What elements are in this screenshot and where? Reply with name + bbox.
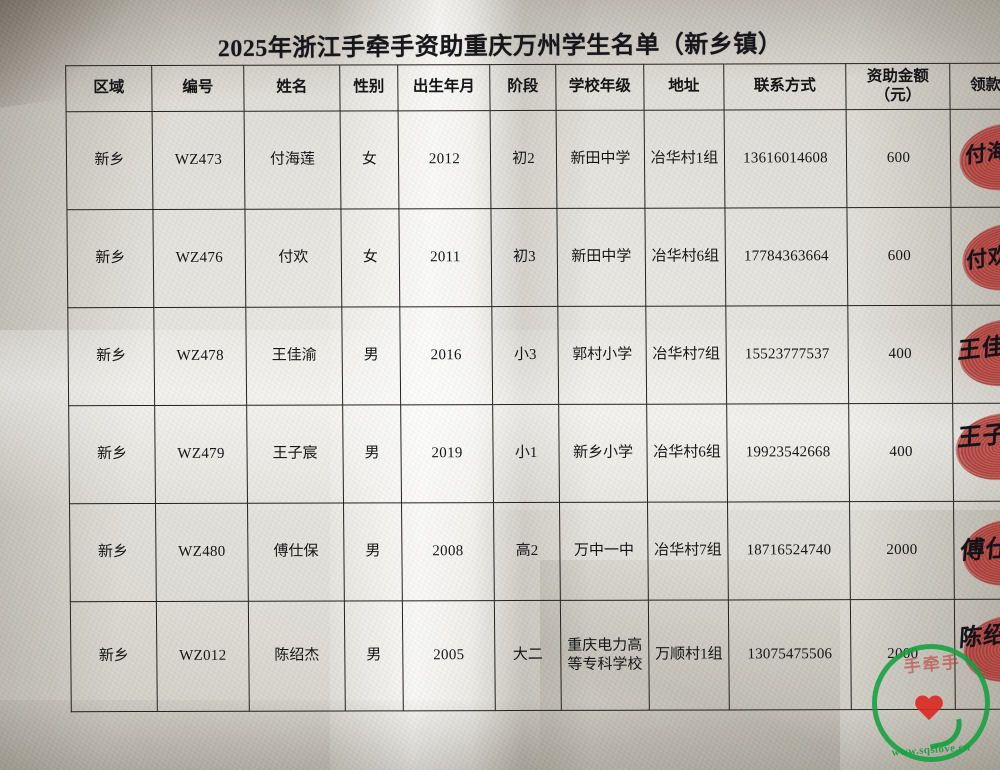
- table-row: 新乡 WZ478 王佳渝男 2016 小3 郭村小学 冶华村7组 15523777537 400…: [67, 305, 1000, 406]
- cell-amount: 600: [846, 109, 951, 208]
- cell-id: WZ479: [154, 405, 248, 504]
- cell-stage: 初2: [490, 110, 557, 209]
- cell-region: 新乡: [69, 503, 157, 602]
- column-header-amount: 资助金额 （元）: [845, 63, 951, 110]
- cell-stage: 小1: [492, 404, 560, 503]
- handwritten-signature: 陈绍杰: [958, 619, 1000, 652]
- cell-birth: 2012: [398, 110, 491, 209]
- cell-address: 万顺村1组: [648, 599, 730, 711]
- cell-phone: 17784363664: [724, 207, 848, 306]
- column-header-birth: 出生年月: [397, 64, 491, 111]
- cell-birth: 2016: [399, 306, 493, 405]
- cell-birth: 2005: [402, 600, 496, 711]
- cell-signature: 傅仕保: [953, 501, 1000, 600]
- table-row: 新乡 WZ480 傅仕保男 2008 高2 万中一中 冶华村7组 18716524740 200…: [69, 501, 1000, 602]
- cell-region: 新乡: [67, 307, 155, 406]
- cell-school: 郭村小学: [557, 306, 647, 405]
- cell-gender: 女: [340, 208, 400, 307]
- cell-gender: 男: [342, 404, 402, 503]
- cell-stage: 小3: [491, 306, 559, 405]
- handwritten-signature: 王佳渝: [957, 330, 1000, 364]
- cell-birth: 2008: [401, 502, 495, 601]
- column-header-school: 学校年级: [555, 64, 645, 111]
- cell-signature: 陈绍杰: [954, 599, 1000, 710]
- cell-school: 新田中学: [556, 208, 646, 307]
- cell-signature: 王子宸: [950, 403, 1000, 502]
- cell-id: WZ480: [155, 503, 249, 602]
- cell-id: WZ476: [152, 209, 246, 308]
- cell-signature: 王佳渝: [951, 305, 1000, 404]
- cell-region: 新乡: [68, 405, 156, 504]
- cell-amount: 600: [846, 207, 952, 306]
- cell-region: 新乡: [66, 111, 153, 210]
- cell-gender: 男: [341, 306, 401, 405]
- cell-phone: 18716524740: [727, 501, 851, 600]
- cell-stage: 初3: [490, 208, 558, 307]
- cell-address: 冶华村6组: [646, 403, 728, 503]
- cell-id: WZ478: [153, 307, 247, 406]
- cell-id: WZ012: [156, 601, 250, 712]
- cell-name: 付欢: [244, 208, 342, 308]
- cell-address: 冶华村7组: [645, 305, 727, 405]
- column-header-amount-line1: 资助金额: [866, 67, 929, 85]
- student-roster-table: 区域 编号 姓名 性别 出生年月 阶段 学校年级 地址 联系方式 资助金额 （元…: [65, 63, 1000, 713]
- table-header-row: 区域 编号 姓名 性别 出生年月 阶段 学校年级 地址 联系方式 资助金额 （元…: [65, 63, 1000, 112]
- column-header-name: 姓名: [243, 65, 341, 112]
- page-title: 2025年浙江手牵手资助重庆万州学生名单（新乡镇）: [217, 31, 783, 63]
- cell-name: 王佳渝: [245, 306, 343, 406]
- cell-phone: 15523777537: [725, 305, 849, 404]
- cell-amount: 400: [848, 403, 954, 502]
- cell-region: 新乡: [70, 601, 158, 712]
- cell-region: 新乡: [66, 209, 154, 308]
- cell-gender: 男: [343, 502, 403, 601]
- cell-name: 王子宸: [246, 404, 344, 504]
- table-row: 新乡 WZ476 付欢女 2011 初3 新田中学 冶华村6组 17784363664 600 付…: [66, 207, 1000, 308]
- cell-name: 付海莲: [244, 110, 341, 210]
- cell-phone: 13075475506: [728, 599, 852, 710]
- column-header-gender: 性别: [339, 64, 399, 111]
- cell-amount: 2000: [849, 501, 955, 600]
- table-row: 新乡 WZ479 王子宸男 2019 小1 新乡小学 冶华村6组 19923542668 400…: [68, 403, 1000, 504]
- cell-gender: 女: [340, 110, 399, 209]
- cell-school: 万中一中: [559, 502, 649, 601]
- cell-address: 冶华村1组: [644, 109, 725, 209]
- cell-school: 重庆电力高等专科学校: [560, 600, 650, 711]
- table-row: 新乡 WZ473 付海莲女 2012 初2 新田中学 冶华村1组 13616014608 600…: [66, 109, 1000, 210]
- cell-amount: 400: [847, 305, 953, 404]
- seal-website-url: www.sqslove.cn: [891, 741, 971, 759]
- leaf-icon: [925, 718, 967, 750]
- cell-address: 冶华村7组: [647, 501, 729, 601]
- cell-name: 陈绍杰: [248, 600, 346, 712]
- cell-amount: 2000: [850, 599, 956, 710]
- column-header-stage: 阶段: [489, 64, 557, 111]
- cell-birth: 2011: [398, 208, 492, 307]
- column-header-id: 编号: [151, 65, 245, 112]
- cell-school: 新田中学: [556, 110, 645, 209]
- column-header-amount-line2: （元）: [874, 86, 922, 104]
- cell-signature: 付欢: [950, 207, 1000, 306]
- cell-signature: 付海莲: [950, 109, 1000, 208]
- table-row: 新乡 WZ012 陈绍杰男 2005 大二 重庆电力高等专科学校 万顺村1组 13075475…: [70, 599, 1000, 712]
- column-header-address: 地址: [643, 63, 725, 111]
- cell-phone: 19923542668: [726, 403, 850, 502]
- table-body: 新乡 WZ473 付海莲女 2012 初2 新田中学 冶华村1组 13616014608 600…: [66, 109, 1000, 712]
- cell-name: 傅仕保: [247, 502, 345, 602]
- cell-address: 冶华村6组: [644, 207, 726, 307]
- cell-phone: 13616014608: [724, 109, 847, 208]
- cell-school: 新乡小学: [558, 404, 648, 503]
- handwritten-signature: 王子宸: [956, 419, 1000, 453]
- column-header-region: 区域: [65, 65, 153, 112]
- roster-table-container: 区域 编号 姓名 性别 出生年月 阶段 学校年级 地址 联系方式 资助金额 （元…: [65, 63, 1000, 712]
- cell-id: WZ473: [152, 111, 245, 210]
- column-header-signature: 领款人签名: [949, 63, 1000, 110]
- cell-birth: 2019: [400, 404, 494, 503]
- column-header-phone: 联系方式: [723, 63, 847, 110]
- handwritten-signature: 傅仕保: [959, 534, 1000, 565]
- cell-stage: 大二: [494, 600, 562, 711]
- cell-gender: 男: [344, 600, 404, 711]
- cell-stage: 高2: [493, 502, 561, 601]
